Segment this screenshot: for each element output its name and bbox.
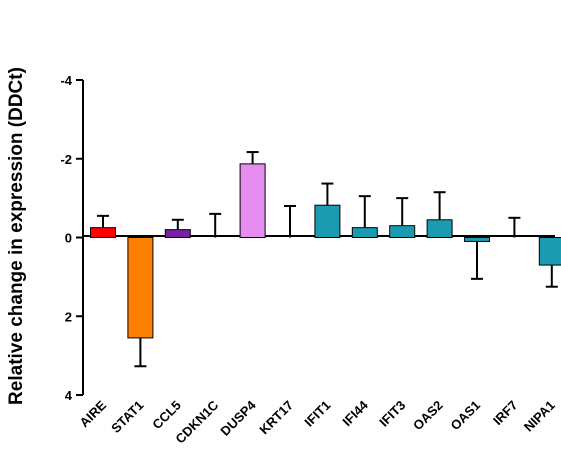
category-label-oas2: OAS2 <box>410 398 446 434</box>
bar-dusp4 <box>239 163 266 238</box>
category-label-krt17: KRT17 <box>256 398 296 438</box>
bar-ifit1 <box>314 204 341 238</box>
y-tick-label: -2 <box>60 152 72 167</box>
y-tick-label: -4 <box>60 73 72 88</box>
bar-nipa1 <box>538 237 561 266</box>
y-ticks: -4 -2 0 2 4 <box>60 73 83 403</box>
category-label-ccl5: CCL5 <box>149 398 184 433</box>
y-tick-label: 4 <box>65 388 73 403</box>
bar-oas1 <box>464 237 490 242</box>
y-tick-label: 2 <box>65 309 72 324</box>
category-label-nipa1: NIPA1 <box>521 398 558 435</box>
category-label-stat1: STAT1 <box>108 398 146 436</box>
bar-ifi44 <box>351 227 378 238</box>
bar-ifit3 <box>389 225 416 238</box>
category-label-oas1: OAS1 <box>447 398 483 434</box>
bar-oas2 <box>426 219 453 238</box>
category-label-dusp4: DUSP4 <box>217 397 259 439</box>
bar-ccl5 <box>164 229 191 238</box>
category-label-aire: AIRE <box>77 397 110 430</box>
y-axis-label: Relative change in expression (DDCt) <box>6 67 27 405</box>
bar-stat1 <box>127 237 154 339</box>
bar-aire <box>90 227 116 238</box>
y-tick-label: 0 <box>65 231 72 246</box>
category-label-ifi44: IFI44 <box>339 397 371 429</box>
category-label-ifit1: IFIT1 <box>301 398 333 430</box>
bars <box>90 163 561 339</box>
error-bars <box>97 151 558 368</box>
category-label-ifit3: IFIT3 <box>376 398 408 430</box>
category-label-irf7: IRF7 <box>490 398 521 429</box>
